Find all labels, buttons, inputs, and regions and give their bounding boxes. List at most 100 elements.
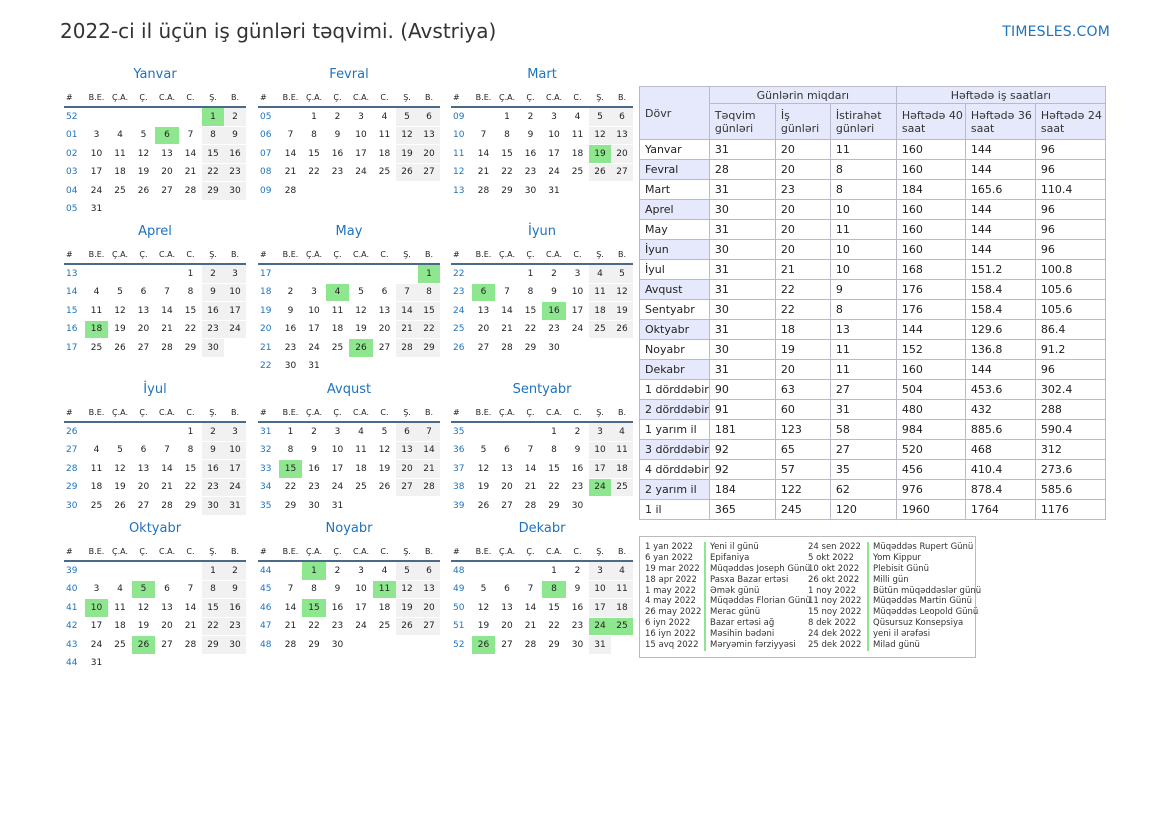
table-cell: 520 xyxy=(895,439,966,460)
table-cell: 28 xyxy=(708,159,776,180)
day-cell: 11 xyxy=(373,126,396,145)
day-cell: 9 xyxy=(279,301,302,321)
day-cell: 26 xyxy=(108,338,132,358)
week-number: 03 xyxy=(64,163,85,182)
day-cell: 12 xyxy=(108,459,132,479)
weekday-header: Ç. xyxy=(132,543,155,562)
holiday-item: 24 dek 2022 yeni il ərəfəsi xyxy=(808,629,981,641)
week-row: 45 7 8 9 10 11 12 13 xyxy=(258,580,440,599)
day-cell xyxy=(611,181,633,201)
week-row: 24 13 14 15 16 17 18 19 xyxy=(451,301,633,321)
day-cell: 23 xyxy=(202,478,224,497)
table-cell: 31 xyxy=(708,259,776,280)
day-cell: 30 xyxy=(566,635,589,655)
day-cell xyxy=(279,107,302,127)
day-cell: 13 xyxy=(495,598,519,618)
day-cell xyxy=(108,422,132,442)
week-number: 44 xyxy=(258,561,279,581)
holiday-name: Müqəddəs Martin Günü xyxy=(867,596,972,608)
month-table: # B.E. Ç.A. Ç. C.A. C. Ş. B. 13 1 2 3 14 4 5 6 7 8 9 10 15 11… xyxy=(64,246,246,358)
table-cell: 105.6 xyxy=(1034,279,1106,300)
day-cell: 21 xyxy=(418,459,440,479)
weekday-header: Ç.A. xyxy=(108,246,132,265)
holiday-date: 26 okt 2022 xyxy=(808,574,860,585)
table-cell: 31 xyxy=(829,399,897,420)
day-cell: 19 xyxy=(373,459,396,479)
day-cell: 19 xyxy=(472,478,495,497)
table-row: Fevral 28 20 8 160 144 96 xyxy=(639,159,1106,180)
day-cell: 16 xyxy=(302,459,326,479)
day-cell: 18 xyxy=(326,320,349,339)
weekday-header: Ş. xyxy=(396,246,418,265)
week-row: 13 28 29 30 31 xyxy=(451,181,633,201)
table-cell: 31 xyxy=(708,219,776,240)
weekday-header: B.E. xyxy=(279,246,302,265)
weekday-header: C. xyxy=(179,89,202,108)
day-cell xyxy=(279,561,302,581)
day-cell: 2 xyxy=(566,561,589,581)
day-cell: 15 xyxy=(519,301,542,321)
table-cell: 30 xyxy=(708,299,776,320)
holiday-date: 1 may 2022 xyxy=(645,585,696,596)
day-cell xyxy=(326,264,349,284)
day-cell: 10 xyxy=(326,441,349,460)
day-cell: 27 xyxy=(495,496,519,516)
day-cell: 8 xyxy=(542,580,566,599)
day-cell: 20 xyxy=(611,144,633,164)
week-row: 39 26 27 28 29 30 xyxy=(451,496,633,516)
day-cell: 18 xyxy=(611,459,633,479)
day-cell: 4 xyxy=(373,107,396,127)
week-row: 28 11 12 13 14 15 16 17 xyxy=(64,459,246,479)
table-cell: 288 xyxy=(1034,399,1106,420)
week-row: 30 25 26 27 28 29 30 31 xyxy=(64,496,246,516)
weekday-header: # xyxy=(258,246,279,265)
holiday-item: 11 noy 2022 Müqəddəs Martin Günü xyxy=(808,596,981,608)
day-cell: 4 xyxy=(349,422,373,442)
day-cell: 7 xyxy=(472,126,495,145)
holiday-item: 6 iyn 2022 Bazar ertəsi ağ xyxy=(645,618,811,630)
week-row: 26 1 2 3 xyxy=(64,422,246,442)
site-link[interactable]: TIMESLES.COM xyxy=(1002,24,1110,40)
day-cell: 7 xyxy=(396,283,418,302)
day-cell: 21 xyxy=(179,163,202,182)
day-cell: 30 xyxy=(542,338,566,358)
day-cell: 21 xyxy=(519,617,542,636)
week-row: 37 12 13 14 15 16 17 18 xyxy=(451,459,633,479)
day-cell: 23 xyxy=(302,478,326,497)
week-number: 46 xyxy=(258,598,279,618)
week-row: 38 19 20 21 22 23 24 25 xyxy=(451,478,633,497)
day-cell: 1 xyxy=(279,422,302,442)
weekday-header: C.A. xyxy=(542,246,566,265)
week-number: 09 xyxy=(258,181,279,201)
week-row: 08 21 22 23 24 25 26 27 xyxy=(258,163,440,182)
week-row: 01 3 4 5 6 7 8 9 xyxy=(64,126,246,145)
day-cell: 28 xyxy=(155,338,179,358)
day-cell: 10 xyxy=(542,126,566,145)
day-cell: 7 xyxy=(418,422,440,442)
table-cell: 96 xyxy=(1034,159,1106,180)
week-number: 35 xyxy=(258,496,279,516)
day-cell xyxy=(589,496,611,516)
holiday-date: 16 iyn 2022 xyxy=(645,629,696,640)
week-number: 12 xyxy=(451,163,472,182)
holiday-item: 24 sen 2022 Müqəddəs Rupert Günü xyxy=(808,542,981,553)
day-cell: 17 xyxy=(589,598,611,618)
day-cell: 23 xyxy=(224,163,246,182)
day-cell: 4 xyxy=(108,126,132,145)
day-cell: 17 xyxy=(85,617,108,636)
day-cell: 11 xyxy=(108,144,132,164)
table-cell: 160 xyxy=(895,139,966,160)
weekday-header: Ç. xyxy=(132,246,155,265)
day-cell: 24 xyxy=(85,635,108,655)
day-cell xyxy=(373,264,396,284)
weekday-header: C. xyxy=(373,89,396,108)
holiday-name: Müqəddəs Joseph Günü xyxy=(704,563,810,575)
week-row: 21 23 24 25 26 27 28 29 xyxy=(258,338,440,358)
month-name: Oktyabr xyxy=(128,521,182,536)
day-cell: 24 xyxy=(224,478,246,497)
weekday-header: Ş. xyxy=(589,404,611,423)
col-work-days: İş günləri xyxy=(774,103,831,140)
day-cell: 9 xyxy=(302,441,326,460)
week-number: 30 xyxy=(64,496,85,516)
table-row: 4 dörddəbir 92 57 35 456 410.4 273.6 xyxy=(639,459,1106,480)
